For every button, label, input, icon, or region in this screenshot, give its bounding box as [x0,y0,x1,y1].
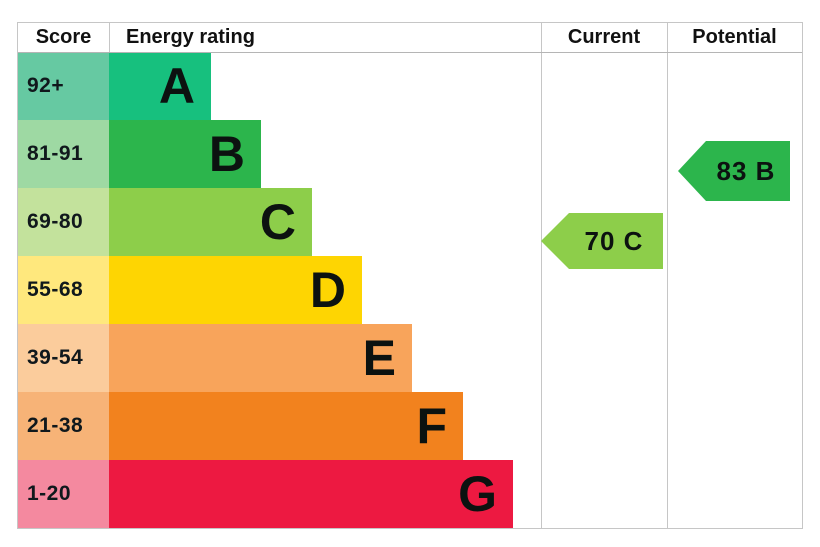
band-bar-g: G [109,460,513,528]
rating-table: Score Energy rating Current Potential 92… [17,22,803,529]
band-row-c: 69-80 C [18,188,802,256]
band-row-d: 55-68 D [18,256,802,324]
current-column-divider [541,23,542,528]
band-row-a: 92+ A [18,52,802,120]
band-bar-b: B [109,120,261,188]
current-rating-arrow: 70 C [541,213,663,269]
score-range-label: 55-68 [18,256,109,324]
left-arrow-icon [541,213,663,269]
table-header: Score Energy rating Current Potential [18,23,802,53]
potential-column-divider [667,23,668,528]
band-row-f: 21-38 F [18,392,802,460]
band-row-e: 39-54 E [18,324,802,392]
band-bar-c: C [109,188,312,256]
energy-rating-column-header: Energy rating [126,26,255,48]
left-arrow-icon [678,141,790,201]
current-column-header: Current [567,26,641,48]
score-range-label: 81-91 [18,120,109,188]
potential-rating-value: 83 B [716,155,776,186]
score-range-label: 69-80 [18,188,109,256]
score-range-label: 92+ [18,52,109,120]
band-bar-d: D [109,256,362,324]
potential-rating-arrow: 83 B [678,141,790,201]
band-bar-f: F [109,392,463,460]
band-bar-a: A [109,52,211,120]
band-rows: 92+ A 81-91 B 69-80 C 55-68 D 39-54 E 21-38 F 1-20 G [18,52,802,528]
score-range-label: 1-20 [18,460,109,528]
band-bar-e: E [109,324,412,392]
score-column-header: Score [18,23,110,52]
band-row-g: 1-20 G [18,460,802,528]
score-range-label: 39-54 [18,324,109,392]
current-rating-value: 70 C [584,225,644,256]
band-row-b: 81-91 B [18,120,802,188]
score-range-label: 21-38 [18,392,109,460]
potential-column-header: Potential [692,26,777,48]
